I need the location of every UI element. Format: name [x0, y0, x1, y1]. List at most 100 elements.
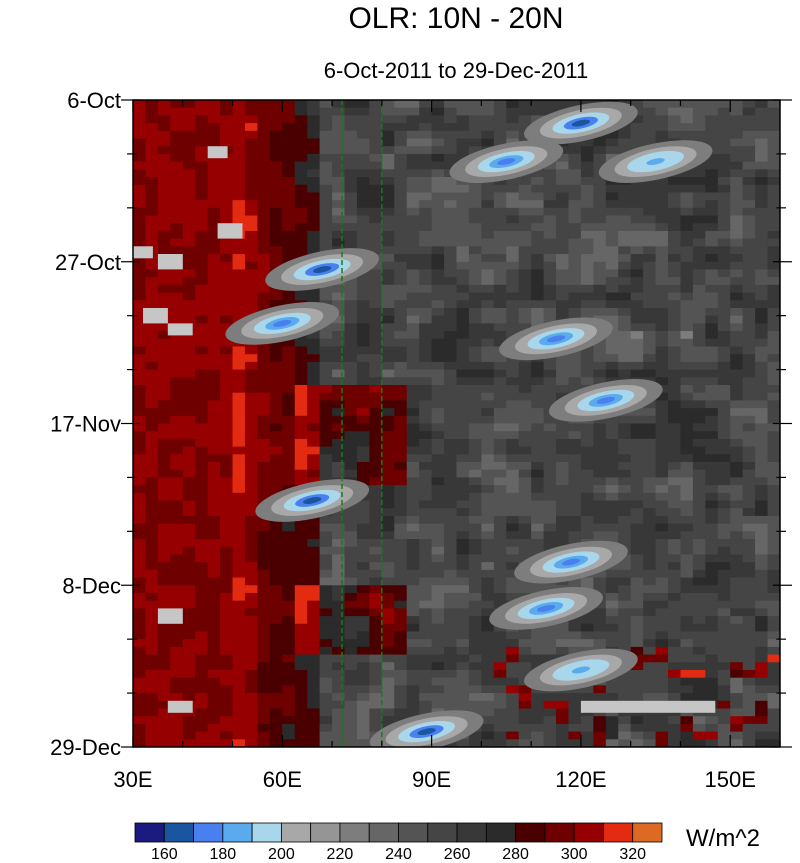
field-cell [157, 569, 171, 579]
field-cell [531, 238, 545, 247]
field-cell [133, 631, 147, 640]
field-cell [269, 677, 283, 686]
field-cell [257, 485, 271, 494]
field-cell [468, 693, 482, 702]
field-cell [730, 654, 744, 663]
field-cell [356, 277, 370, 286]
field-cell [133, 369, 147, 378]
field-cell [431, 523, 445, 532]
field-cell [668, 469, 682, 479]
field-cell [531, 723, 545, 733]
field-cell [531, 230, 545, 240]
field-cell [195, 731, 209, 740]
field-cell [133, 146, 147, 155]
field-cell [705, 631, 719, 640]
field-cell [195, 569, 209, 579]
field-cell [444, 539, 458, 548]
field-cell [133, 608, 147, 617]
field-cell [680, 669, 694, 679]
field-cell [518, 446, 532, 455]
field-cell [133, 354, 147, 363]
field-cell [655, 215, 669, 224]
field-cell [257, 446, 271, 455]
field-cell [406, 685, 420, 694]
field-cell [394, 354, 408, 363]
field-cell [282, 546, 296, 556]
field-cell [431, 415, 445, 425]
field-cell [419, 130, 433, 140]
field-cell [257, 693, 271, 702]
field-cell [332, 100, 346, 109]
field-cell [145, 485, 159, 494]
field-cell [182, 307, 196, 317]
field-cell [381, 585, 395, 594]
field-cell [369, 130, 383, 140]
field-cell [369, 592, 383, 602]
field-cell [593, 454, 607, 463]
field-cell [419, 685, 433, 694]
convective-blob [546, 335, 566, 343]
field-cell [145, 130, 159, 140]
field-cell [307, 739, 321, 747]
field-cell [257, 731, 271, 740]
field-cell [220, 369, 234, 378]
field-cell [543, 423, 557, 432]
field-cell [145, 384, 159, 394]
field-cell [319, 107, 333, 116]
field-cell [518, 492, 532, 502]
field-cell [717, 277, 731, 286]
field-cell [630, 130, 644, 140]
field-cell [157, 700, 171, 710]
field-cell [356, 238, 370, 247]
field-cell [195, 585, 209, 594]
field-cell [668, 454, 682, 463]
field-cell [431, 492, 445, 502]
field-cell [319, 731, 333, 740]
field-cell [381, 215, 395, 224]
field-cell [456, 623, 470, 633]
field-cell [531, 438, 545, 448]
field-cell [319, 708, 333, 717]
field-cell [356, 392, 370, 401]
field-cell [605, 454, 619, 463]
field-cell [618, 261, 632, 271]
field-cell [356, 384, 370, 394]
field-cell [655, 277, 669, 286]
field-cell [431, 616, 445, 625]
field-cell [394, 662, 408, 671]
field-cell [767, 307, 780, 317]
field-cell [630, 631, 644, 640]
field-cell [257, 207, 271, 217]
field-cell [506, 716, 520, 725]
field-cell [145, 592, 159, 602]
field-cell [294, 400, 308, 409]
field-cell [680, 230, 694, 240]
field-cell [207, 708, 221, 717]
field-cell [394, 608, 408, 617]
field-cell [444, 261, 458, 271]
field-cell [394, 277, 408, 286]
field-cell [730, 354, 744, 363]
field-cell [207, 454, 221, 463]
field-cell [381, 600, 395, 609]
field-cell [356, 662, 370, 671]
field-cell [655, 693, 669, 702]
field-cell [406, 392, 420, 401]
field-cell [182, 238, 196, 247]
field-cell [332, 677, 346, 686]
field-cell [207, 739, 221, 747]
field-cell [182, 677, 196, 686]
field-cell [730, 731, 744, 740]
field-cell [717, 523, 731, 532]
field-cell [692, 539, 706, 548]
field-cell [543, 654, 557, 663]
field-cell [195, 508, 209, 517]
field-cell [493, 369, 507, 378]
field-cell [493, 238, 507, 247]
field-cell [170, 384, 184, 394]
field-cell [717, 592, 731, 602]
field-cell [394, 423, 408, 432]
field-cell [605, 585, 619, 594]
field-cell [145, 616, 159, 625]
field-cell [755, 562, 769, 571]
